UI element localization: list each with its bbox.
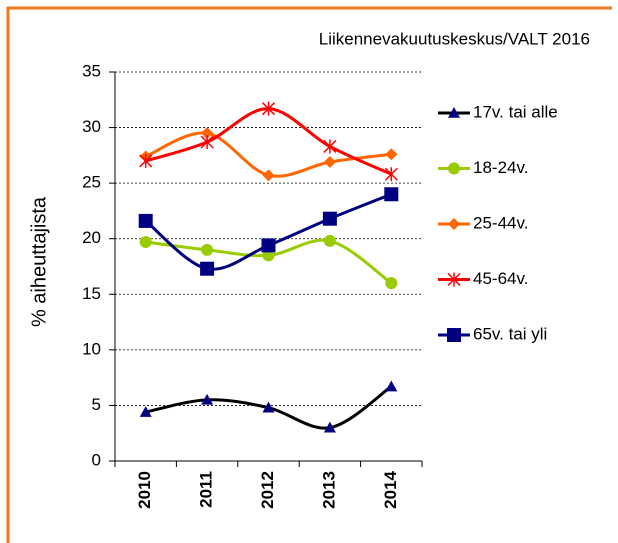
marker: [200, 135, 214, 150]
legend-label: 45-64v.: [473, 269, 528, 288]
marker: [323, 139, 337, 154]
y-tick-label: 35: [82, 61, 101, 80]
marker: [201, 243, 214, 256]
x-tick-label: 2013: [319, 471, 338, 509]
marker: [322, 211, 337, 226]
marker: [384, 187, 399, 202]
marker: [138, 213, 153, 228]
x-tick-label: 2012: [258, 471, 277, 509]
y-tick-label: 25: [82, 173, 101, 192]
legend-label: 17v. tai alle: [473, 102, 558, 121]
y-tick-label: 5: [92, 395, 101, 414]
y-tick-label: 15: [82, 284, 101, 303]
marker: [384, 167, 398, 182]
marker: [201, 393, 214, 405]
marker: [323, 234, 336, 247]
marker: [261, 101, 276, 116]
marker: [200, 261, 215, 276]
marker: [447, 328, 461, 342]
marker: [261, 238, 276, 253]
marker: [139, 406, 152, 417]
marker: [323, 421, 336, 433]
x-tick-label: 2010: [135, 471, 154, 509]
marker: [201, 127, 214, 140]
marker: [262, 169, 275, 182]
legend-label: 18-24v.: [473, 158, 528, 177]
marker: [139, 153, 153, 168]
marker: [139, 236, 152, 249]
y-tick-label: 30: [82, 117, 101, 136]
marker: [385, 148, 398, 161]
marker: [385, 380, 398, 392]
marker: [448, 107, 460, 118]
marker: [262, 249, 275, 262]
x-tick-label: 2014: [381, 470, 400, 508]
marker: [448, 162, 460, 175]
marker: [323, 156, 336, 169]
y-tick-label: 20: [82, 228, 101, 247]
y-tick-label: 10: [82, 339, 101, 358]
x-tick-label: 2011: [197, 471, 216, 508]
marker: [385, 277, 398, 290]
source: Liikennevakuutuskeskus/VALT 2016: [319, 29, 590, 48]
y-tick-label: 0: [92, 450, 101, 469]
series-line: [145, 107, 392, 176]
y-axis-label: % aiheuttajista: [28, 196, 50, 327]
legend-label: 25-44v.: [473, 213, 528, 232]
marker: [447, 272, 461, 287]
legend-label: 65v. tai yli: [473, 324, 547, 343]
marker: [448, 218, 460, 230]
marker: [262, 401, 275, 413]
frame: [6, 6, 612, 543]
